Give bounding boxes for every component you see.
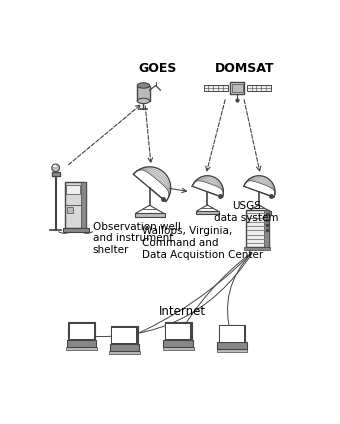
Bar [163, 347, 193, 350]
Bar [137, 86, 150, 101]
Bar [65, 182, 86, 228]
Bar [217, 349, 248, 352]
Bar [165, 322, 191, 341]
Bar [246, 85, 271, 91]
Text: Observation well
and instrument
shelter: Observation well and instrument shelter [92, 222, 181, 255]
Text: GOES: GOES [138, 62, 176, 75]
Bar [244, 247, 271, 250]
Bar [66, 347, 97, 350]
Bar [217, 342, 246, 349]
Bar [112, 328, 136, 343]
Text: Wallops, Virginia,
Command and
Data Acquistion Center: Wallops, Virginia, Command and Data Acqu… [142, 226, 263, 259]
Text: DOMSAT: DOMSAT [215, 62, 275, 75]
Bar [67, 340, 97, 347]
Bar [264, 210, 269, 247]
Polygon shape [52, 172, 60, 176]
Bar [164, 340, 193, 347]
Polygon shape [133, 167, 171, 201]
Bar [247, 211, 271, 214]
Bar [232, 84, 243, 92]
Ellipse shape [137, 98, 150, 103]
Bar [220, 326, 244, 342]
Bar [135, 213, 165, 217]
Bar [81, 182, 86, 228]
Circle shape [52, 164, 60, 172]
Text: USGS
data system: USGS data system [215, 201, 279, 223]
Bar [166, 324, 190, 339]
Bar [70, 324, 94, 339]
Text: Internet: Internet [158, 305, 205, 318]
Polygon shape [244, 176, 275, 197]
Wedge shape [53, 165, 57, 167]
Bar [195, 211, 219, 214]
Bar [109, 344, 139, 351]
Bar [67, 207, 73, 213]
Polygon shape [192, 176, 223, 197]
Bar [204, 85, 228, 91]
FancyBboxPatch shape [231, 82, 244, 94]
Bar [66, 185, 80, 194]
Bar [63, 228, 89, 232]
Bar [246, 210, 269, 247]
Bar [109, 351, 140, 354]
Ellipse shape [137, 83, 150, 88]
Bar [68, 322, 95, 341]
Bar [111, 326, 138, 345]
Bar [219, 325, 245, 343]
